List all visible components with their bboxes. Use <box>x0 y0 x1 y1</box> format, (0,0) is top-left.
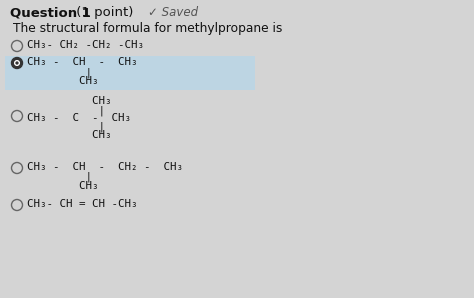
Text: CH₃- CH₂ -CH₂ -CH₃: CH₃- CH₂ -CH₂ -CH₃ <box>27 40 144 50</box>
Text: CH₃ -  CH  -  CH₃: CH₃ - CH - CH₃ <box>27 57 137 67</box>
Text: |: | <box>40 122 105 133</box>
Text: CH₃- CH = CH -CH₃: CH₃- CH = CH -CH₃ <box>27 199 137 209</box>
Text: CH₃: CH₃ <box>40 130 111 140</box>
Text: |: | <box>40 105 105 116</box>
Text: |: | <box>27 172 92 182</box>
Text: CH₃: CH₃ <box>27 181 99 191</box>
Text: CH₃: CH₃ <box>40 96 111 106</box>
Circle shape <box>15 61 18 65</box>
Text: (1 point): (1 point) <box>72 6 133 19</box>
Text: |: | <box>27 67 92 77</box>
Bar <box>5 56 255 90</box>
Text: CH₃ -  C  -  CH₃: CH₃ - C - CH₃ <box>27 113 131 123</box>
Text: The structural formula for methylpropane is: The structural formula for methylpropane… <box>13 22 283 35</box>
Text: CH₃ -  CH  -  CH₂ -  CH₃: CH₃ - CH - CH₂ - CH₃ <box>27 162 183 172</box>
Circle shape <box>14 60 20 66</box>
Text: Question 1: Question 1 <box>10 6 91 19</box>
Circle shape <box>11 58 22 69</box>
Text: ✓ Saved: ✓ Saved <box>148 6 198 19</box>
Text: CH₃: CH₃ <box>27 76 99 86</box>
